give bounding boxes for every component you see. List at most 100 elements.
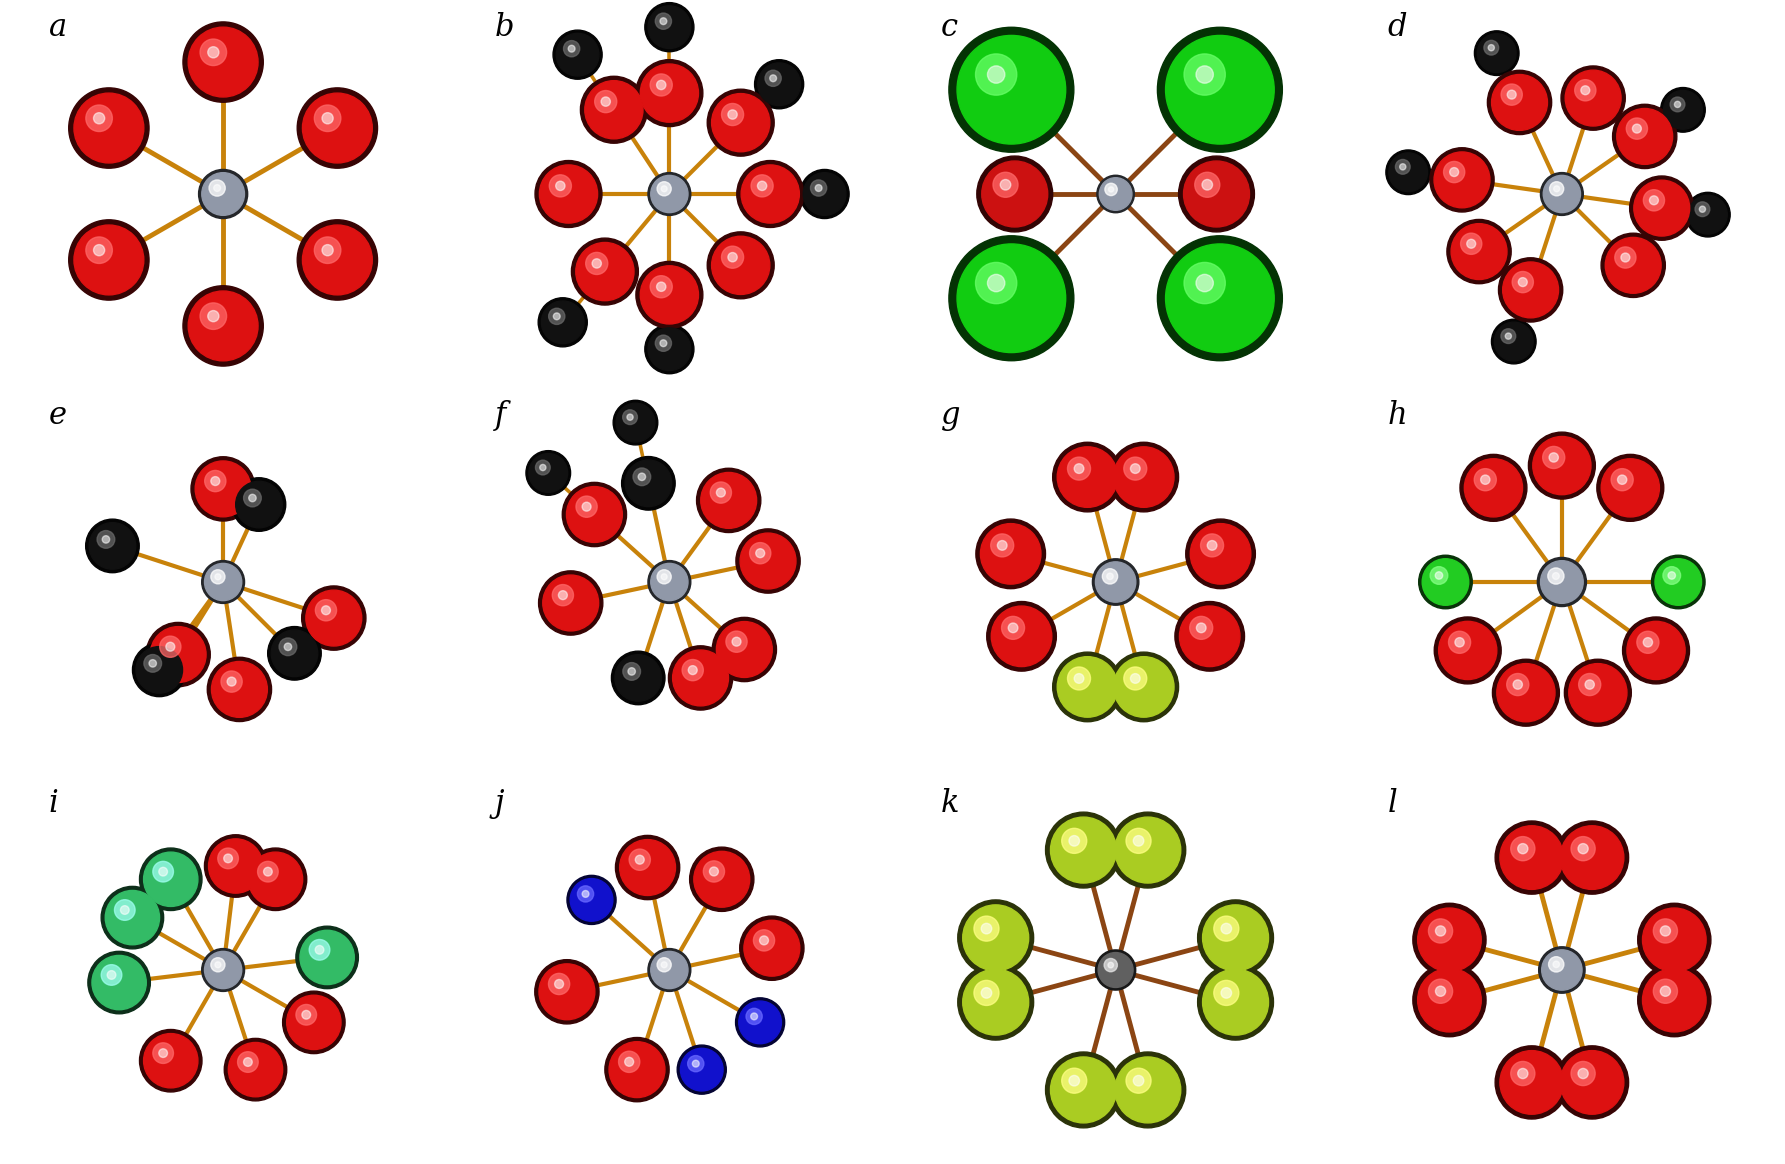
Circle shape <box>648 949 691 992</box>
Circle shape <box>1133 836 1144 846</box>
Circle shape <box>207 658 271 722</box>
Circle shape <box>1467 240 1476 248</box>
Circle shape <box>1585 680 1594 689</box>
Circle shape <box>1130 674 1141 683</box>
Circle shape <box>1623 617 1689 684</box>
Circle shape <box>1126 829 1151 853</box>
Circle shape <box>602 97 610 106</box>
Circle shape <box>987 602 1057 672</box>
Circle shape <box>652 563 687 601</box>
Circle shape <box>73 93 145 163</box>
Circle shape <box>1116 1057 1180 1123</box>
Circle shape <box>759 63 800 106</box>
Circle shape <box>982 161 1048 227</box>
Circle shape <box>702 473 757 528</box>
Circle shape <box>1166 244 1274 353</box>
Circle shape <box>991 606 1051 667</box>
Circle shape <box>1501 84 1523 105</box>
Circle shape <box>1435 925 1446 936</box>
Circle shape <box>148 660 157 667</box>
Circle shape <box>982 987 992 999</box>
Circle shape <box>132 643 186 696</box>
Circle shape <box>614 654 662 701</box>
Circle shape <box>154 861 173 882</box>
Circle shape <box>1637 903 1710 977</box>
Circle shape <box>1460 233 1482 255</box>
Circle shape <box>1578 1069 1589 1079</box>
Circle shape <box>195 461 252 517</box>
Circle shape <box>539 964 594 1020</box>
Circle shape <box>621 456 675 510</box>
Circle shape <box>660 961 668 967</box>
Circle shape <box>1198 964 1273 1041</box>
Circle shape <box>673 650 728 705</box>
Circle shape <box>1569 663 1626 722</box>
Circle shape <box>223 854 232 863</box>
Circle shape <box>950 27 1075 152</box>
Circle shape <box>648 561 691 603</box>
Circle shape <box>1626 622 1685 680</box>
Circle shape <box>976 262 1017 304</box>
Circle shape <box>1503 262 1558 318</box>
Circle shape <box>1075 674 1083 683</box>
Circle shape <box>225 1038 287 1101</box>
Circle shape <box>1057 656 1117 717</box>
Circle shape <box>87 951 150 1014</box>
Circle shape <box>962 970 1028 1035</box>
Circle shape <box>568 45 575 52</box>
Circle shape <box>564 41 580 57</box>
Circle shape <box>1448 220 1512 284</box>
Circle shape <box>962 904 1028 971</box>
Circle shape <box>536 460 550 475</box>
Circle shape <box>816 185 823 191</box>
Circle shape <box>721 104 744 126</box>
Circle shape <box>755 59 803 108</box>
Circle shape <box>1517 1069 1528 1079</box>
Text: a: a <box>48 12 66 43</box>
Circle shape <box>1653 979 1678 1003</box>
Circle shape <box>1492 74 1548 130</box>
Circle shape <box>146 623 211 687</box>
Circle shape <box>1110 812 1185 888</box>
Circle shape <box>1183 262 1225 304</box>
Circle shape <box>1528 432 1596 499</box>
Circle shape <box>1417 908 1482 972</box>
Circle shape <box>1110 1052 1185 1128</box>
Circle shape <box>264 867 273 876</box>
Circle shape <box>1555 821 1628 894</box>
Circle shape <box>1428 979 1453 1003</box>
Circle shape <box>314 105 341 132</box>
Circle shape <box>1498 257 1562 322</box>
Circle shape <box>1214 916 1239 942</box>
Circle shape <box>689 847 753 911</box>
Circle shape <box>93 956 146 1009</box>
Circle shape <box>650 74 673 97</box>
Circle shape <box>716 488 725 497</box>
Circle shape <box>1492 319 1537 364</box>
Circle shape <box>1501 328 1515 343</box>
Circle shape <box>528 454 568 492</box>
Circle shape <box>93 113 105 123</box>
Circle shape <box>639 473 646 481</box>
Circle shape <box>1519 278 1528 286</box>
Circle shape <box>585 80 643 139</box>
Circle shape <box>721 246 744 268</box>
Circle shape <box>198 170 248 219</box>
Circle shape <box>302 1010 311 1020</box>
Circle shape <box>207 311 220 321</box>
Circle shape <box>728 109 737 119</box>
Circle shape <box>296 927 359 988</box>
Circle shape <box>1498 663 1555 722</box>
Circle shape <box>1100 178 1132 211</box>
Circle shape <box>803 172 846 215</box>
Circle shape <box>1207 540 1217 551</box>
Circle shape <box>1196 66 1214 83</box>
Circle shape <box>641 265 698 324</box>
Circle shape <box>209 180 225 196</box>
Circle shape <box>1201 534 1223 556</box>
Circle shape <box>232 477 286 531</box>
Circle shape <box>1116 817 1180 883</box>
Circle shape <box>105 890 159 945</box>
Circle shape <box>616 403 655 442</box>
Circle shape <box>541 301 584 343</box>
